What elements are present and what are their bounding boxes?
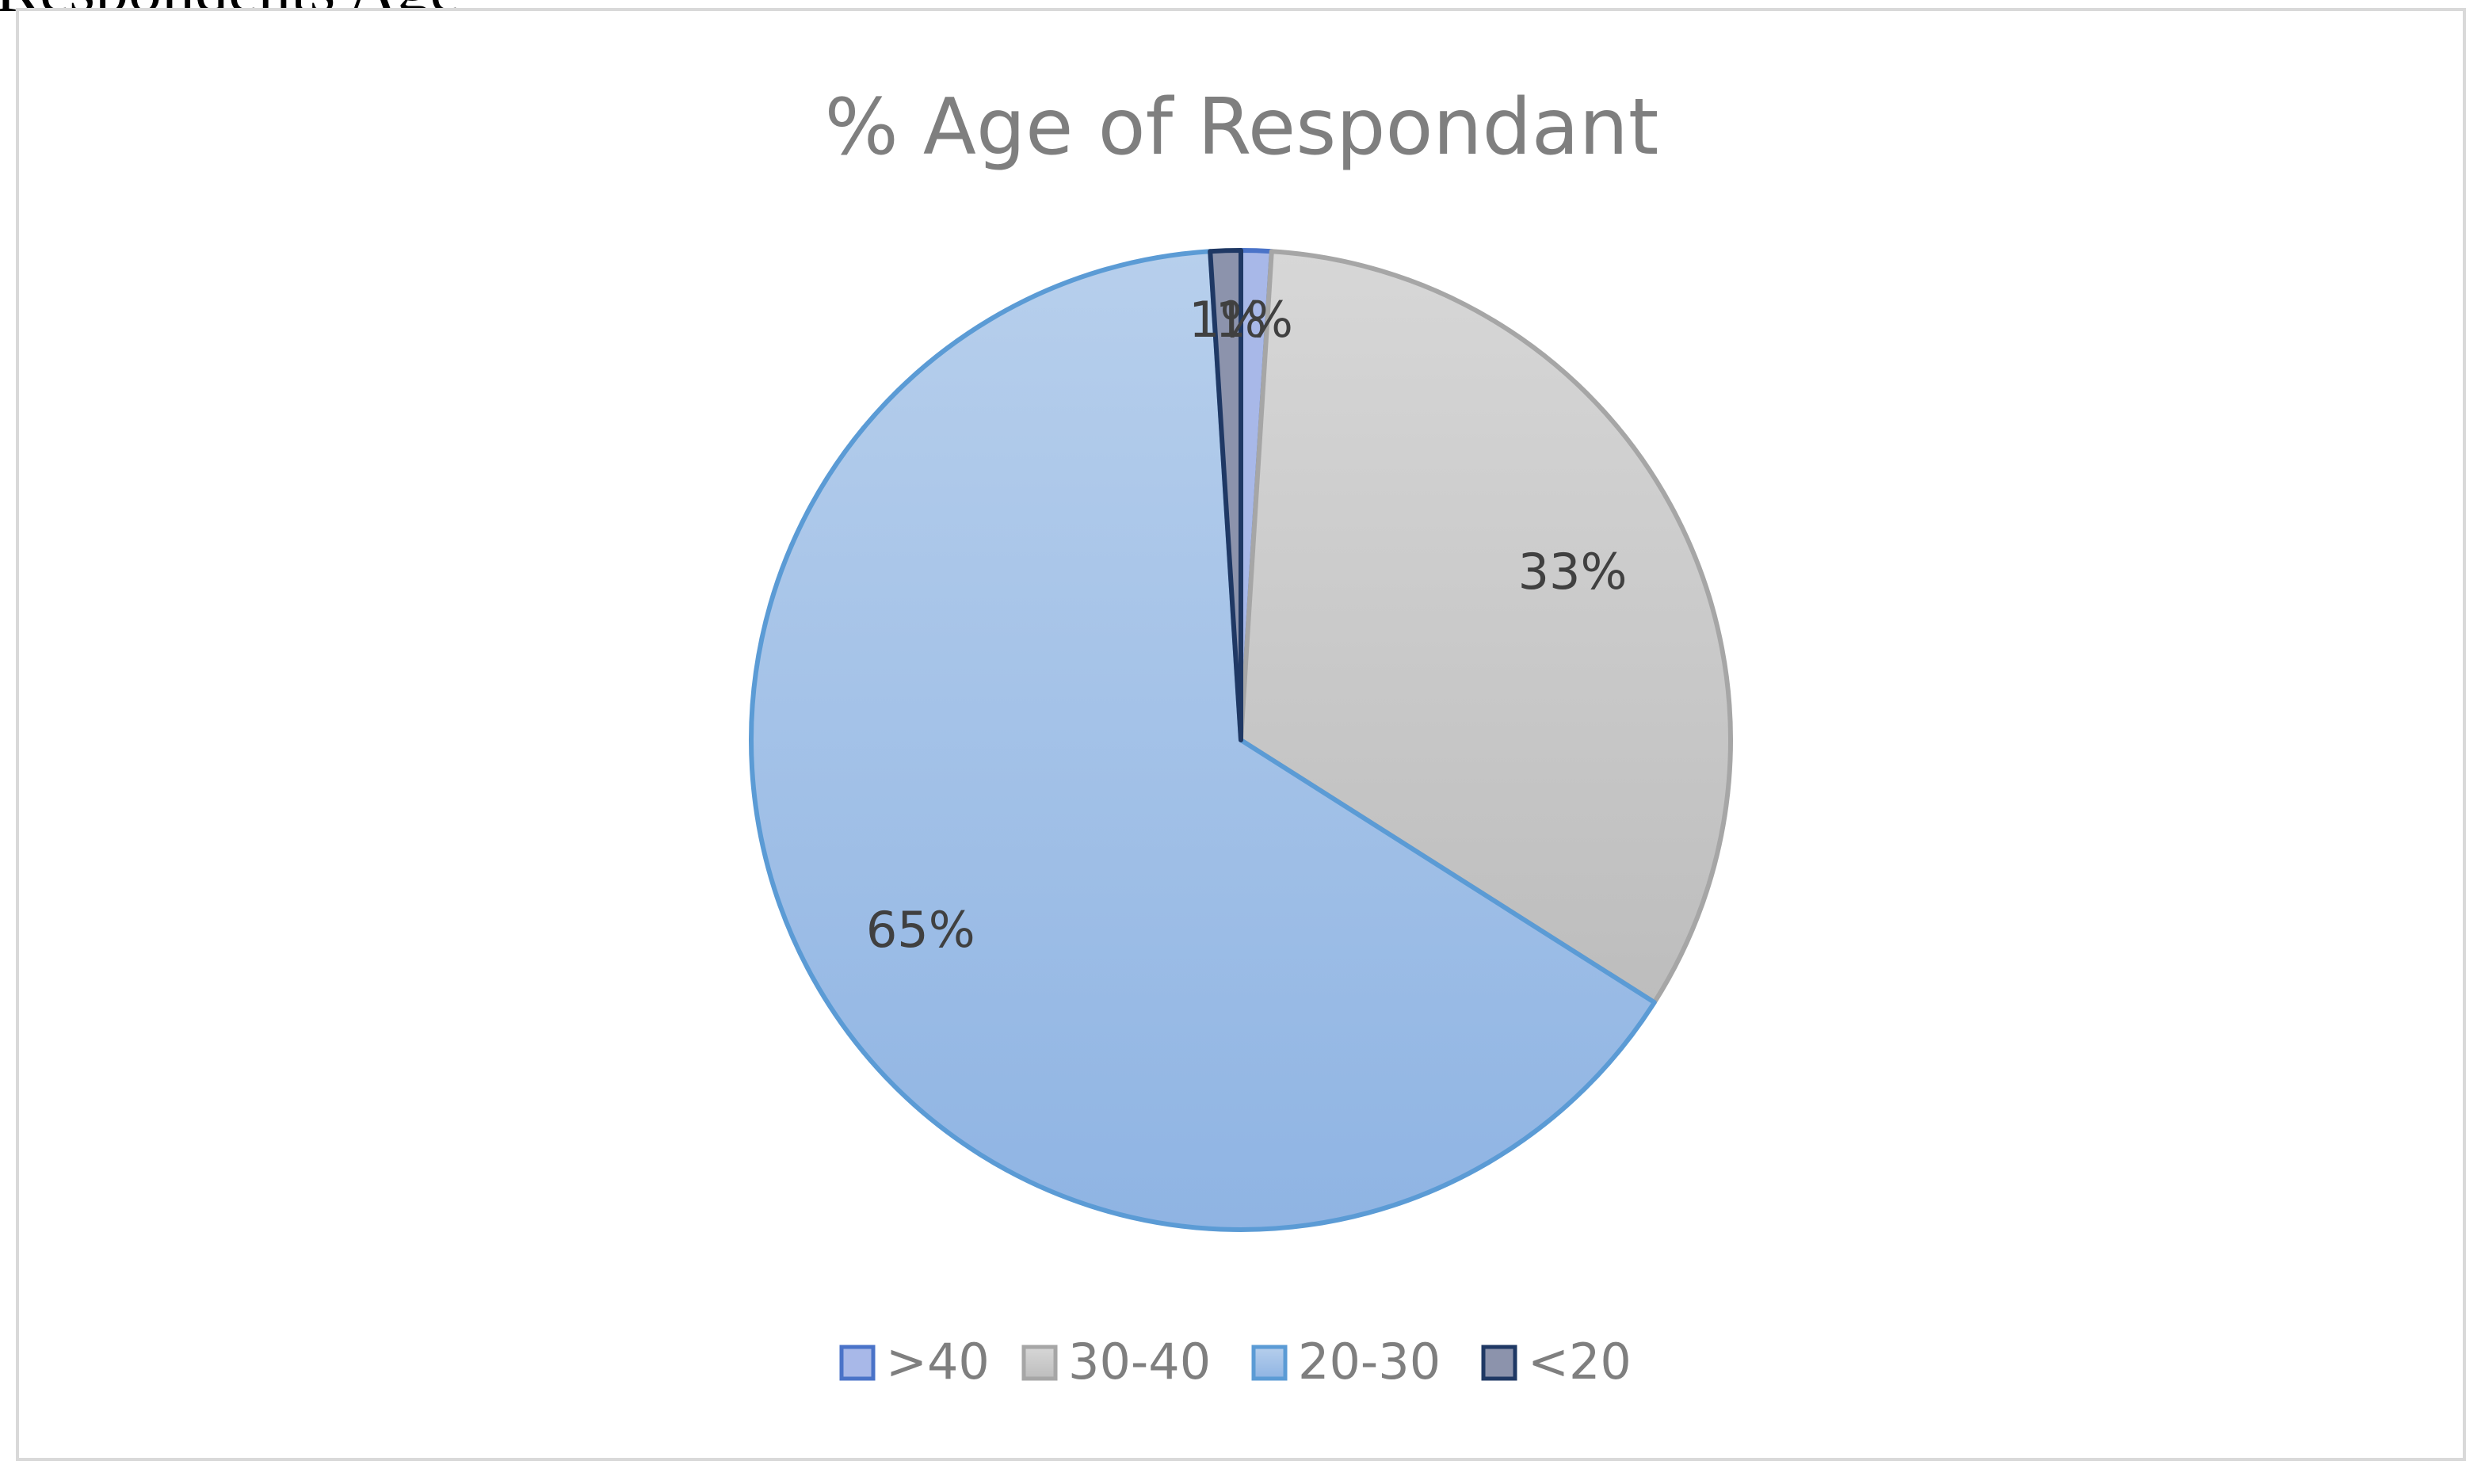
pie-data-labels: 1% 33% 65% 1%: [866, 291, 1628, 959]
legend-label-40: >40: [886, 1333, 990, 1391]
pie-slice-30-40: [1239, 249, 1733, 1005]
data-label-30-40: 33%: [1518, 543, 1628, 601]
data-label-20-30: 65%: [866, 901, 975, 959]
chart-title: % Age of Respondant: [825, 82, 1659, 173]
legend-swatch-40: [839, 1345, 876, 1381]
chart-legend: >40 30-40 20-30 <20: [839, 1333, 1632, 1391]
pie-chart: % Age of Respondant 1% 33% 65% 1% >40 30-40 2…: [748, 82, 1733, 1391]
legend-swatch-20-30: [1251, 1345, 1288, 1381]
pie-slices: [748, 248, 1733, 1232]
data-label-40: 1%: [1216, 291, 1293, 349]
legend-label-20: <20: [1528, 1333, 1632, 1391]
chart-area: % Age of Respondant 1% 33% 65% 1% >40 30-40 2…: [16, 8, 2466, 1461]
legend-label-30-40: 30-40: [1068, 1333, 1211, 1391]
legend-label-20-30: 20-30: [1298, 1333, 1441, 1391]
legend-swatch-20: [1481, 1345, 1517, 1381]
data-label-20: 1%: [1189, 291, 1266, 349]
pie-slice-20: [1208, 248, 1243, 742]
legend-swatch-30-40: [1021, 1345, 1058, 1381]
pie-slice-20-30: [748, 249, 1657, 1232]
